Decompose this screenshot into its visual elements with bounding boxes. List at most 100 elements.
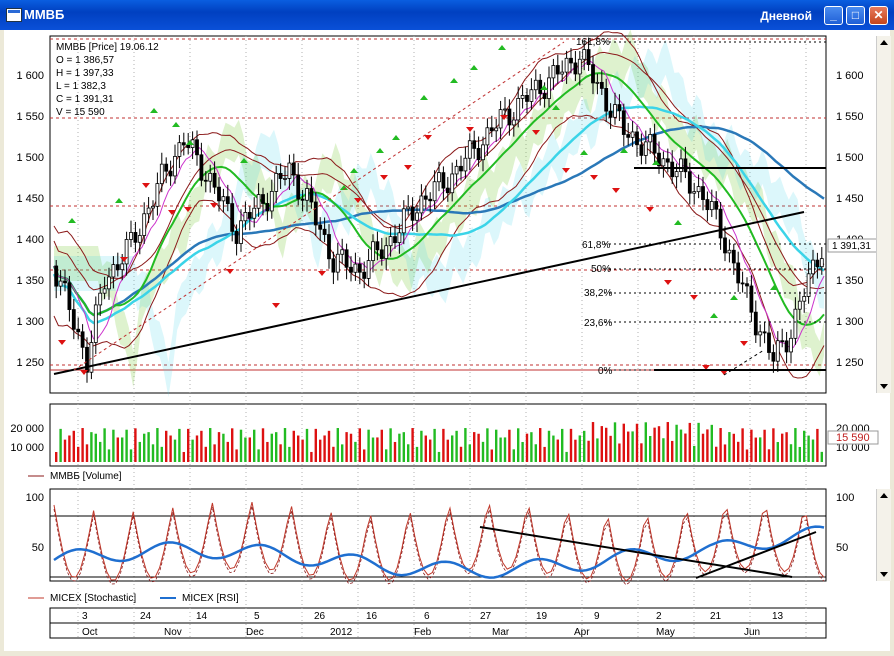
scroll-up-icon[interactable] [880, 40, 888, 45]
down-arrow-icon [184, 207, 192, 212]
candle-body [489, 127, 494, 132]
oscillator-panel [49, 488, 827, 582]
down-arrow-icon [740, 341, 748, 346]
volume-bar [178, 428, 181, 462]
candle-body [340, 249, 345, 255]
volume-bar [495, 429, 498, 462]
candle-body [665, 158, 670, 163]
candle-body [208, 172, 213, 182]
fib-label-50: 50% [591, 264, 611, 275]
fib-label-161: 161,8% [576, 37, 610, 48]
candle-body [670, 161, 675, 178]
volume-bar [657, 426, 661, 462]
ma-mid-line [52, 105, 825, 325]
volume-bar [578, 435, 581, 462]
candle-body [129, 232, 133, 240]
volume-bar [138, 441, 141, 462]
volume-bar [187, 428, 190, 462]
candle-body [111, 264, 116, 278]
volume-bar [759, 437, 762, 462]
y-tick: 50 [32, 542, 44, 554]
volume-bar [684, 433, 687, 462]
price-scrollbar[interactable] [876, 36, 891, 393]
volume-bar [288, 446, 291, 462]
up-arrow-icon [115, 198, 123, 203]
candle-body [652, 134, 657, 154]
minimize-button[interactable]: _ [824, 6, 843, 25]
volume-bar [292, 430, 295, 462]
volume-bar [112, 429, 115, 462]
chart-canvas[interactable]: ММВБ [Price] 19.06.12 O = 1 386,57 H = 1… [4, 29, 890, 651]
period-label[interactable]: Дневной [760, 9, 812, 23]
volume-bar [745, 449, 749, 462]
volume-bar [275, 432, 278, 462]
volume-bar [239, 429, 243, 462]
candle-body [538, 79, 543, 94]
candle-body [230, 203, 235, 232]
candle-body [252, 207, 257, 219]
y-tick: 1 350 [836, 275, 864, 287]
x-month-label: May [656, 627, 675, 638]
candle-body [366, 260, 371, 279]
down-arrow-icon [690, 295, 698, 300]
candle-body [749, 285, 754, 313]
candle-body [564, 57, 569, 73]
scroll-up-icon[interactable] [880, 493, 888, 498]
candle-body [344, 249, 349, 268]
candle-body [758, 331, 763, 336]
volume-bar [253, 429, 256, 462]
legend-line-low: L = 1 382,3 [56, 81, 106, 92]
up-arrow-icon [730, 295, 738, 300]
volume-bar [468, 444, 471, 462]
candle-body [450, 173, 455, 194]
candle-body [775, 340, 780, 362]
volume-bar [512, 449, 515, 462]
up-arrow-icon [392, 135, 400, 140]
candle-body [635, 131, 639, 146]
candle-body [85, 346, 89, 373]
candle-body [186, 144, 191, 148]
volume-bar [301, 439, 304, 462]
candle-body [375, 241, 380, 251]
x-month-label: Feb [414, 627, 432, 638]
candle-body [582, 49, 587, 60]
candle-body [762, 331, 767, 334]
candle-body [335, 253, 340, 273]
ma-long-line [52, 125, 825, 317]
down-arrow-icon [664, 280, 672, 285]
candle-body [727, 249, 732, 254]
candle-body [648, 134, 653, 143]
legend-line-close: C = 1 391,31 [56, 94, 114, 105]
candle-body [784, 340, 789, 353]
candle-body [98, 292, 103, 306]
up-arrow-icon [674, 220, 682, 225]
y-tick: 1 400 [16, 234, 44, 246]
maximize-button[interactable]: □ [846, 6, 865, 25]
close-button[interactable]: ✕ [869, 6, 888, 25]
candle-body [736, 262, 741, 284]
volume-bar [314, 428, 317, 462]
volume-bar [671, 440, 674, 462]
volume-bar [715, 446, 718, 462]
down-arrow-icon [612, 188, 620, 193]
last-volume-box [827, 430, 879, 445]
candle-body [54, 265, 59, 287]
down-arrow-icon [354, 198, 362, 203]
scroll-down-icon[interactable] [880, 572, 888, 577]
oscillator-scrollbar[interactable] [876, 489, 891, 581]
x-month-label: Mar [492, 627, 510, 638]
volume-bar [151, 444, 155, 462]
up-arrow-icon [652, 160, 660, 165]
candle-body [586, 49, 591, 66]
y-tick: 1 600 [836, 70, 864, 82]
volume-bar [363, 449, 366, 462]
candle-body [283, 178, 287, 180]
volume-bar [508, 429, 511, 462]
candle-body [362, 271, 367, 279]
volume-bar [94, 433, 97, 462]
last-volume-label: 15 590 [836, 432, 870, 444]
candle-body [718, 208, 723, 239]
candle-body [247, 212, 252, 219]
volume-bar [367, 429, 370, 462]
scroll-down-icon[interactable] [880, 384, 888, 389]
